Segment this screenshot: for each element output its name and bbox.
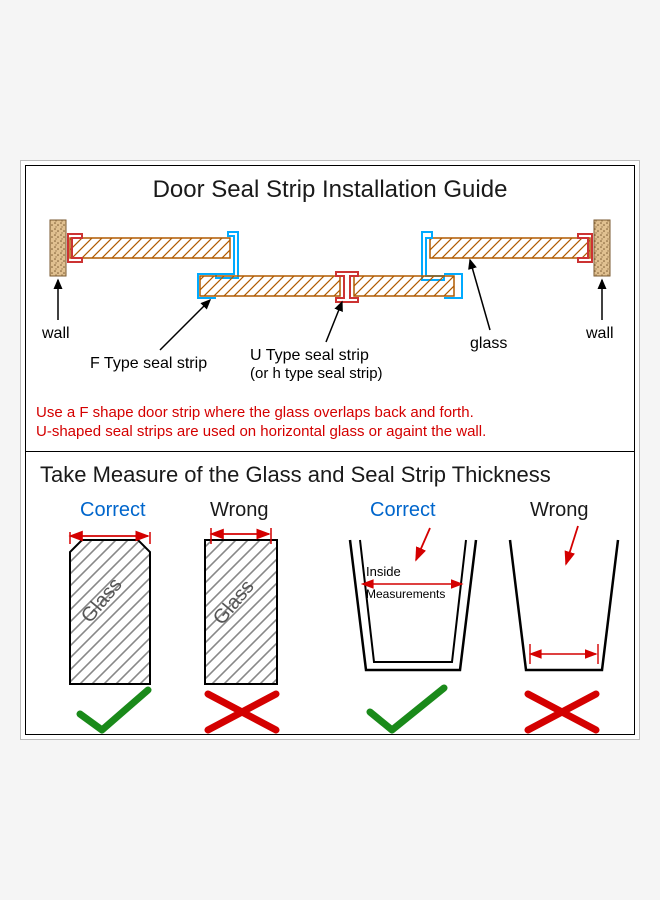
- measurement-diagram: Correct Wrong Correct Wrong Glass Glass: [30, 494, 630, 734]
- note-line-1: Use a F shape door strip where the glass…: [36, 404, 474, 421]
- glass-wrong: Glass: [205, 528, 277, 684]
- note-line-2: U-shaped seal strips are used on horizon…: [36, 423, 486, 440]
- label-wall-right: wall: [585, 325, 614, 342]
- label-wall-left: wall: [41, 325, 70, 342]
- label-u-type-1: U Type seal strip: [250, 347, 369, 364]
- measurement-panel: Take Measure of the Glass and Seal Strip…: [25, 451, 635, 735]
- mark-check-2: [370, 688, 444, 730]
- seal-wrong: [510, 526, 618, 670]
- glass-correct: Glass: [70, 532, 150, 684]
- bottom-title: Take Measure of the Glass and Seal Strip…: [26, 452, 634, 494]
- installation-diagram: wall wall F Type seal strip U Type seal …: [30, 210, 630, 400]
- col-label-wrong-1: Wrong: [210, 499, 269, 521]
- mark-cross-1: [208, 694, 276, 730]
- mark-check-1: [80, 690, 148, 730]
- usage-note: Use a F shape door strip where the glass…: [26, 400, 634, 452]
- inside-label-2: Measurements: [366, 587, 445, 601]
- label-glass: glass: [470, 335, 507, 352]
- inside-label-1: Inside: [366, 564, 401, 579]
- mark-cross-2: [528, 694, 596, 730]
- wall-left: [50, 220, 66, 276]
- label-u-type-2: (or h type seal strip): [250, 365, 383, 382]
- page-container: Door Seal Strip Installation Guide: [20, 160, 640, 741]
- wall-right: [594, 220, 610, 276]
- label-f-type: F Type seal strip: [90, 355, 207, 372]
- seal-correct: Inside Measurements: [350, 528, 476, 670]
- col-label-wrong-2: Wrong: [530, 499, 589, 521]
- col-label-correct-1: Correct: [80, 499, 146, 521]
- top-title: Door Seal Strip Installation Guide: [26, 166, 634, 210]
- col-label-correct-2: Correct: [370, 499, 436, 521]
- installation-guide-panel: Door Seal Strip Installation Guide: [25, 165, 635, 452]
